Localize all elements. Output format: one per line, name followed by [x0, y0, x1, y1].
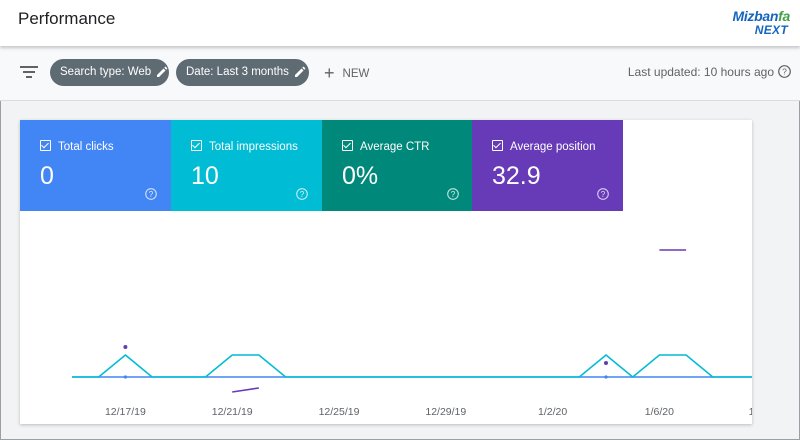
x-tick-label: 1/6/20 [645, 406, 674, 418]
metric-label-text: Average CTR [360, 141, 430, 153]
last-updated-text: Last updated: 10 hours ago [627, 65, 774, 79]
search-type-chip-label: Search type: Web [60, 66, 152, 78]
position-point [604, 361, 608, 365]
performance-card: Total clicks 0 ? Total impressions 10 ? … [20, 120, 752, 424]
help-icon[interactable]: ? [145, 188, 157, 200]
help-icon[interactable]: ? [778, 65, 791, 78]
metric-total-impressions[interactable]: Total impressions 10 ? [171, 120, 322, 211]
svg-text:?: ? [601, 190, 606, 199]
x-tick-label: 12/25/19 [319, 406, 360, 418]
metric-average-ctr[interactable]: Average CTR 0% ? [322, 120, 473, 211]
logo-subtext: NEXT [754, 23, 788, 37]
svg-text:?: ? [451, 190, 456, 199]
help-icon[interactable]: ? [597, 188, 609, 200]
metric-value: 0 [40, 162, 54, 190]
new-filter-label: NEW [342, 68, 370, 80]
x-tick-label: 12/17/19 [105, 406, 146, 418]
x-tick-label: 1/2/20 [538, 406, 567, 418]
series-total-impressions-line [72, 353, 752, 379]
metric-label: Average position [492, 140, 595, 153]
metric-value: 10 [191, 162, 219, 190]
filter-bar: Search type: Web Date: Last 3 months + NE… [0, 46, 800, 101]
logo-wordmark: Mizbanfa [732, 8, 790, 24]
metric-label-text: Total clicks [58, 141, 114, 153]
date-range-chip[interactable]: Date: Last 3 months [176, 59, 309, 86]
svg-text:?: ? [300, 190, 305, 199]
checkbox-icon [191, 140, 202, 151]
x-tick-label: 12/21/19 [212, 406, 253, 418]
help-icon[interactable]: ? [447, 188, 459, 200]
page-title: Performance [18, 9, 116, 28]
position-point [123, 345, 128, 349]
metric-label-text: Total impressions [209, 141, 298, 153]
logo-text-accent: fa [778, 8, 790, 24]
clicks-point [123, 375, 127, 379]
metric-label-text: Average position [510, 141, 596, 153]
checkbox-icon [40, 140, 51, 151]
checkbox-icon [342, 140, 353, 151]
performance-chart: 12/17/19 12/21/19 12/25/19 12/29/19 1/2/20 1/… [72, 249, 752, 418]
svg-text:?: ? [149, 190, 154, 199]
new-filter-button[interactable]: + NEW [324, 64, 369, 82]
metric-label: Total impressions [191, 140, 298, 153]
date-range-chip-label: Date: Last 3 months [186, 66, 289, 78]
edit-icon [294, 66, 306, 77]
checkbox-icon [492, 140, 503, 151]
position-segment [232, 387, 260, 393]
x-tick-label: 1/10/20 [749, 406, 752, 418]
metric-label: Total clicks [40, 140, 114, 153]
logo-text-main: Mizban [732, 8, 779, 24]
metric-value: 0% [342, 162, 379, 190]
page-header: Performance Mizbanfa NEXT [0, 0, 800, 46]
help-icon[interactable]: ? [296, 188, 308, 200]
search-type-chip[interactable]: Search type: Web [50, 59, 169, 86]
metric-value: 32.9 [492, 162, 541, 190]
metric-label: Average CTR [342, 140, 429, 153]
plus-icon: + [324, 63, 335, 83]
filter-icon[interactable] [20, 65, 38, 79]
metric-total-clicks[interactable]: Total clicks 0 ? [20, 120, 171, 211]
svg-text:?: ? [782, 67, 787, 77]
x-tick-label: 12/29/19 [425, 406, 466, 418]
metric-average-position[interactable]: Average position 32.9 ? [472, 120, 623, 211]
mizbanfa-logo: Mizbanfa NEXT [698, 8, 790, 40]
clicks-point [604, 375, 608, 379]
edit-icon [157, 66, 168, 77]
